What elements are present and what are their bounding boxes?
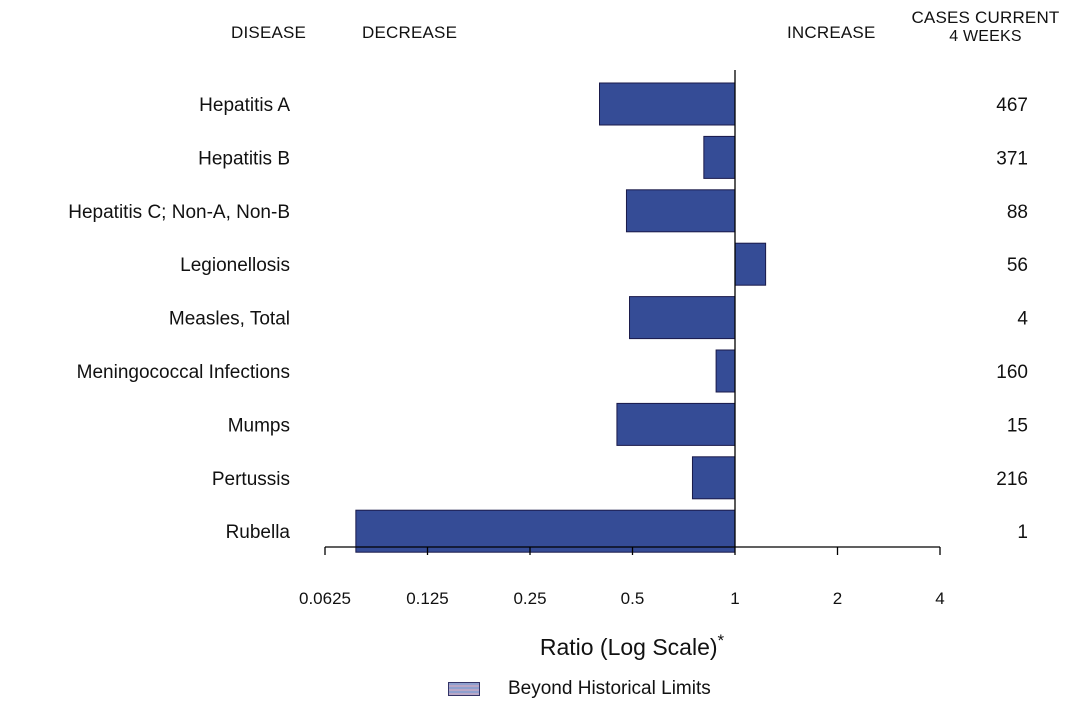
case-count: 467 (996, 95, 1028, 116)
bars-layer (355, 82, 767, 553)
bar (355, 509, 736, 553)
x-tick-label: 1 (730, 589, 739, 608)
increase-header: INCREASE (787, 23, 876, 42)
x-axis-title: Ratio (Log Scale)* (540, 631, 725, 660)
category-label: Pertussis (212, 469, 290, 490)
bar (734, 242, 767, 286)
decrease-header: DECREASE (362, 23, 458, 42)
legend: Beyond Historical Limits (448, 678, 711, 700)
bar (599, 82, 736, 126)
category-label: Rubella (226, 522, 291, 543)
x-tick-label: 0.25 (513, 589, 546, 608)
case-count: 160 (996, 362, 1028, 383)
case-count: 1 (1017, 522, 1028, 543)
x-tick-label: 0.125 (406, 589, 449, 608)
x-tick-label: 4 (935, 589, 944, 608)
x-tick-label: 0.0625 (299, 589, 351, 608)
x-ticks-layer: 0.0625 0.125 0.25 0.5 1 2 4 (299, 547, 945, 608)
category-labels-layer: Hepatitis A Hepatitis B Hepatitis C; Non-A… (68, 95, 290, 543)
case-count: 216 (996, 469, 1028, 490)
bar (703, 135, 736, 179)
disease-column-header: DISEASE (231, 23, 307, 42)
category-label: Legionellosis (180, 255, 290, 276)
bar (616, 402, 736, 446)
case-count: 4 (1017, 309, 1028, 330)
bar (715, 349, 736, 393)
x-tick-label: 2 (833, 589, 842, 608)
x-axis-footnote-mark: * (718, 631, 725, 650)
case-count: 56 (1007, 255, 1028, 276)
bar (691, 456, 736, 500)
category-label: Meningococcal Infections (77, 362, 290, 383)
x-axis-title-text: Ratio (Log Scale) (540, 634, 718, 660)
case-count: 15 (1007, 415, 1028, 436)
category-label: Measles, Total (169, 309, 290, 330)
case-count: 88 (1007, 202, 1028, 223)
cases-header-line2: 4 WEEKS (949, 28, 1022, 45)
category-label: Mumps (228, 415, 290, 436)
x-tick-label: 0.5 (621, 589, 645, 608)
legend-label: Beyond Historical Limits (508, 678, 711, 699)
cases-header-line1: CASES CURRENT (911, 8, 1060, 27)
case-counts-layer: 467 371 88 56 4 160 15 216 1 (996, 95, 1028, 543)
bar (625, 189, 736, 233)
beyond-limits-swatch (448, 682, 480, 696)
category-label: Hepatitis B (198, 148, 290, 169)
bar (629, 296, 736, 340)
category-label: Hepatitis C; Non-A, Non-B (68, 202, 290, 223)
category-label: Hepatitis A (199, 95, 290, 116)
case-count: 371 (996, 148, 1028, 169)
